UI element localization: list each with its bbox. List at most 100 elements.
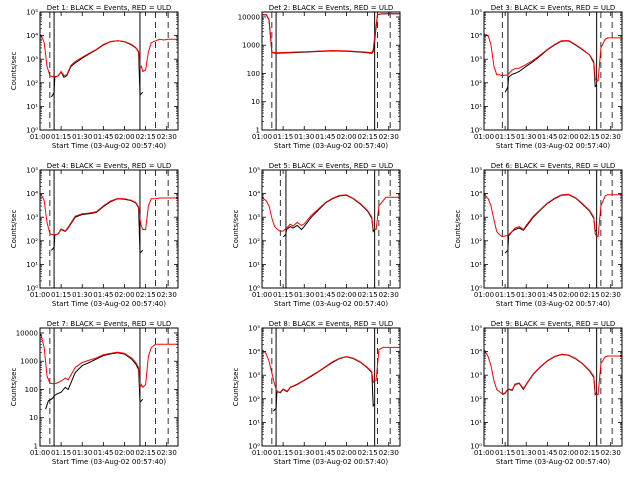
x-tick-label: 01:30 <box>294 449 314 457</box>
y-tick-label: 10⁰ <box>470 127 482 135</box>
y-tick-label: 10¹ <box>26 261 38 269</box>
x-tick-label: 02:15 <box>580 449 600 457</box>
x-tick-label: 01:45 <box>315 449 335 457</box>
x-tick-label: 02:30 <box>601 133 621 141</box>
y-tick-label: 10³ <box>248 372 260 380</box>
x-tick-label: 01:15 <box>495 449 515 457</box>
plot-frame <box>39 327 179 447</box>
y-tick-label: 10² <box>470 79 482 87</box>
detector-panel-2: 01:00 01:15 01:30 01:45 02:00 02:15 02:30 1 10 10… <box>238 4 401 150</box>
x-tick-label: 02:30 <box>157 133 177 141</box>
panel-title: Det 2: BLACK = Events, RED = ULD <box>269 4 394 12</box>
uld-series-line <box>262 346 400 393</box>
x-tick-label: 01:30 <box>516 449 536 457</box>
uld-series-line <box>484 349 622 396</box>
y-tick-label: 10⁵ <box>248 325 260 333</box>
detector-panel-7: 01:00 01:15 01:30 01:45 02:00 02:15 02:30 1 10 10… <box>10 320 179 466</box>
x-tick-label: 01:00 <box>252 449 272 457</box>
detector-panel-8: 01:00 01:15 01:30 01:45 02:00 02:15 02:30 10⁰ 10… <box>232 320 401 466</box>
panel-title: Det 9: BLACK = Events, RED = ULD <box>491 320 616 328</box>
x-tick-label: 01:15 <box>273 291 293 299</box>
x-tick-label: 02:15 <box>358 291 378 299</box>
y-tick-label: 10⁴ <box>470 348 482 356</box>
y-tick-label: 10⁵ <box>26 9 38 17</box>
x-tick-label: 02:00 <box>336 133 356 141</box>
x-tick-label: 01:30 <box>72 449 92 457</box>
y-tick-label: 10⁵ <box>470 325 482 333</box>
x-axis-label: Start Time (03-Aug-02 00:57:40) <box>52 142 166 150</box>
plot-frame <box>261 169 401 289</box>
x-axis-label: Start Time (03-Aug-02 00:57:40) <box>274 458 388 466</box>
plot-frame <box>39 11 179 131</box>
y-tick-label: 10² <box>248 395 260 403</box>
y-axis-label: Counts/sec <box>10 368 18 407</box>
x-tick-label: 01:30 <box>294 133 314 141</box>
plot-frame <box>261 11 401 131</box>
x-tick-label: 02:00 <box>336 449 356 457</box>
y-tick-label: 10¹ <box>248 261 260 269</box>
y-tick-label: 10⁰ <box>248 443 260 451</box>
x-tick-label: 02:15 <box>358 449 378 457</box>
detector-panel-3: 01:00 01:15 01:30 01:45 02:00 02:15 02:30 10⁰ 10… <box>470 4 623 150</box>
x-tick-label: 01:15 <box>51 449 71 457</box>
y-tick-label: 10 <box>251 98 260 106</box>
x-tick-label: 01:30 <box>516 133 536 141</box>
x-tick-label: 01:45 <box>315 291 335 299</box>
x-tick-label: 02:30 <box>601 449 621 457</box>
x-tick-label: 01:45 <box>537 291 557 299</box>
y-tick-label: 10¹ <box>470 419 482 427</box>
y-tick-label: 10⁰ <box>26 127 38 135</box>
x-tick-label: 02:15 <box>580 133 600 141</box>
x-tick-label: 02:00 <box>114 291 134 299</box>
y-tick-label: 10² <box>470 237 482 245</box>
panel-title: Det 7: BLACK = Events, RED = ULD <box>47 320 172 328</box>
y-tick-label: 10⁴ <box>26 32 38 40</box>
detector-panel-6: 01:00 01:15 01:30 01:45 02:00 02:15 02:30 10⁰ 10… <box>454 162 623 308</box>
y-tick-label: 10⁴ <box>248 190 260 198</box>
x-tick-label: 01:00 <box>30 449 50 457</box>
y-tick-label: 10³ <box>26 214 38 222</box>
x-tick-label: 01:15 <box>495 133 515 141</box>
y-tick-label: 10⁵ <box>470 167 482 175</box>
x-tick-label: 02:30 <box>601 291 621 299</box>
y-tick-label: 10² <box>470 395 482 403</box>
y-tick-label: 10³ <box>26 56 38 64</box>
x-tick-label: 01:00 <box>474 291 494 299</box>
panel-title: Det 4: BLACK = Events, RED = ULD <box>47 162 172 170</box>
y-axis-label: Counts/sec <box>10 52 18 91</box>
x-axis-label: Start Time (03-Aug-02 00:57:40) <box>274 300 388 308</box>
plot-frame <box>483 169 623 289</box>
x-tick-label: 01:00 <box>30 291 50 299</box>
x-tick-label: 01:15 <box>273 449 293 457</box>
plot-frame <box>483 11 623 131</box>
y-tick-label: 10¹ <box>470 261 482 269</box>
panel-title: Det 8: BLACK = Events, RED = ULD <box>269 320 394 328</box>
y-tick-label: 10¹ <box>470 103 482 111</box>
x-tick-label: 01:00 <box>474 449 494 457</box>
y-tick-label: 10⁰ <box>470 443 482 451</box>
detector-panel-4: 01:00 01:15 01:30 01:45 02:00 02:15 02:30 10⁰ 10… <box>10 162 179 308</box>
y-tick-label: 10³ <box>470 56 482 64</box>
y-tick-label: 1 <box>34 443 38 451</box>
x-tick-label: 02:30 <box>157 291 177 299</box>
y-axis-label: Counts/sec <box>232 210 240 249</box>
plot-frame <box>39 169 179 289</box>
x-tick-label: 01:45 <box>537 449 557 457</box>
x-tick-label: 02:30 <box>379 133 399 141</box>
x-tick-label: 01:00 <box>252 291 272 299</box>
x-tick-label: 02:15 <box>580 291 600 299</box>
y-tick-label: 100 <box>247 70 260 78</box>
x-tick-label: 01:45 <box>537 133 557 141</box>
x-tick-label: 01:15 <box>273 133 293 141</box>
y-tick-label: 10⁴ <box>470 32 482 40</box>
x-tick-label: 01:45 <box>93 291 113 299</box>
panel-title: Det 5: BLACK = Events, RED = ULD <box>269 162 394 170</box>
y-tick-label: 1000 <box>20 358 38 366</box>
y-tick-label: 10¹ <box>248 419 260 427</box>
x-tick-label: 01:15 <box>51 291 71 299</box>
y-tick-label: 10¹ <box>26 103 38 111</box>
plot-frame <box>261 327 401 447</box>
y-tick-label: 10 <box>29 414 38 422</box>
y-tick-label: 1000 <box>242 42 260 50</box>
y-tick-label: 10² <box>26 237 38 245</box>
